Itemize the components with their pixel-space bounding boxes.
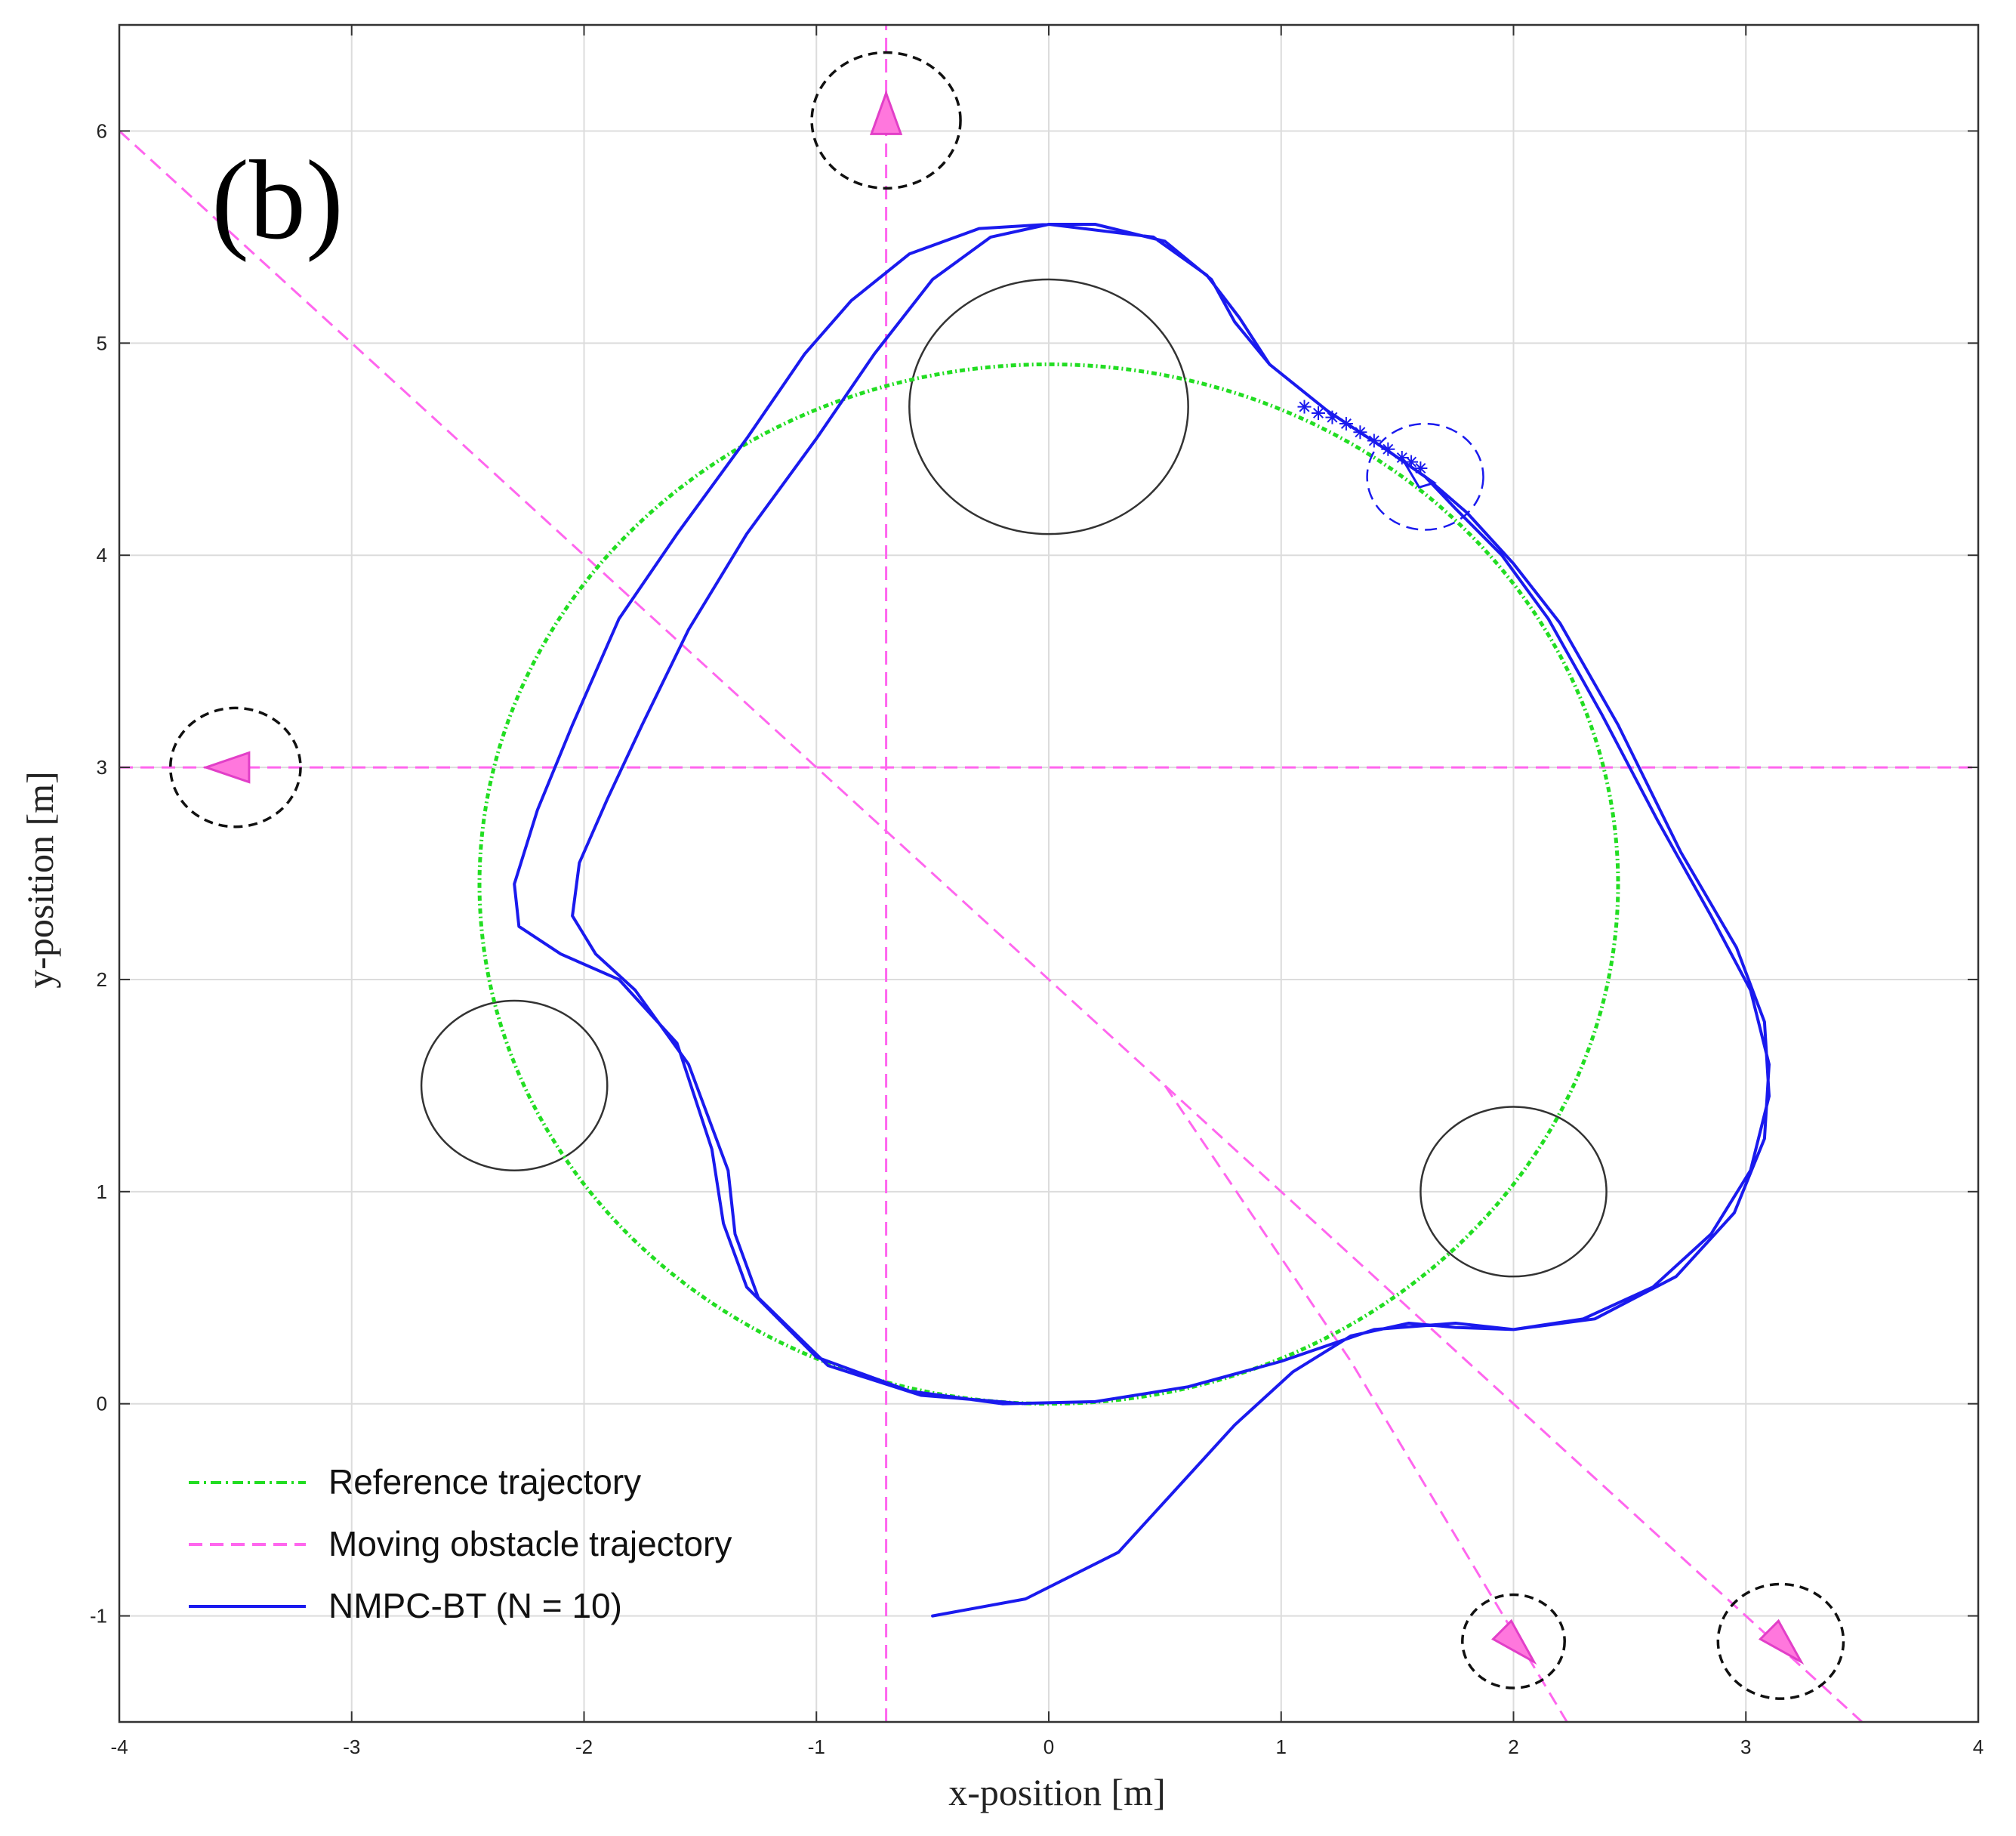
star-stroke	[1368, 435, 1379, 446]
y-tick-label: 4	[97, 544, 107, 566]
moving-obstacle-line	[1164, 1085, 1568, 1723]
x-axis-label: x-position [m]	[948, 1771, 1165, 1813]
star-stroke	[1312, 407, 1324, 419]
prediction-star	[1339, 417, 1353, 431]
star-stroke	[1355, 427, 1366, 438]
prediction-star	[1311, 406, 1325, 421]
y-tick-label: 1	[97, 1180, 107, 1203]
moving-obstacle-circle	[1461, 1593, 1566, 1689]
star-stroke	[1340, 418, 1352, 430]
nmpc-bt-trajectory	[513, 223, 1771, 1618]
y-tick-label: 2	[97, 968, 107, 991]
legend: Reference trajectory Moving obstacle tra…	[189, 1462, 732, 1625]
moving-obstacle-line	[118, 130, 1863, 1723]
prediction-star	[1367, 434, 1381, 448]
star-stroke	[1383, 443, 1394, 455]
moving-obstacle-circle	[1716, 1582, 1845, 1700]
moving-obstacle-circle	[810, 51, 962, 190]
star-stroke	[1327, 412, 1338, 423]
y-axis-label: y-position [m]	[19, 771, 61, 988]
static-obstacle	[1420, 1106, 1608, 1278]
x-tick-label: -2	[575, 1736, 593, 1758]
moving-obstacle-marker	[1491, 1618, 1537, 1665]
robot-safety-circle	[1366, 422, 1484, 531]
static-obstacles	[420, 278, 1608, 1278]
moving-obstacle-marker	[1758, 1618, 1805, 1665]
prediction-star	[1381, 442, 1395, 456]
moving-obstacle	[810, 51, 962, 190]
axes	[118, 23, 1980, 1723]
nmpc-path	[513, 223, 1771, 1618]
x-tick-label: -1	[808, 1736, 825, 1758]
x-tick-label: 4	[1973, 1736, 1984, 1758]
moving-obstacle-marker	[202, 751, 251, 784]
static-obstacle	[420, 999, 609, 1171]
y-tick-label: 6	[97, 119, 107, 142]
star-stroke	[1396, 452, 1407, 463]
y-tick-label: 0	[97, 1393, 107, 1415]
x-tick-label: 3	[1740, 1736, 1751, 1758]
moving-obstacle-marker	[869, 89, 903, 135]
moving-obstacles	[168, 51, 1845, 1700]
y-tick-label: 5	[97, 332, 107, 354]
tick-labels: -4 -3 -2 -1 0 1 2 3 4 -1 0 1 2 3 4 5 6	[90, 119, 1984, 1758]
moving-obstacle	[1461, 1593, 1566, 1689]
y-tick-label: -1	[90, 1605, 107, 1628]
legend-label-nmpc: NMPC-BT (N = 10)	[328, 1586, 622, 1625]
moving-obstacle	[168, 706, 302, 829]
legend-label-reference: Reference trajectory	[328, 1462, 641, 1501]
plot-frame	[118, 23, 1980, 1723]
panel-label: (b)	[211, 137, 344, 263]
y-tick-label: 3	[97, 756, 107, 779]
star-stroke	[1299, 401, 1310, 412]
static-obstacle	[908, 278, 1189, 535]
x-tick-label: -3	[343, 1736, 360, 1758]
prediction-star	[1353, 425, 1367, 440]
robot-marker	[1403, 461, 1437, 489]
legend-label-moving-obstacle: Moving obstacle trajectory	[328, 1524, 732, 1563]
moving-obstacle-trajectories	[118, 25, 1978, 1723]
x-tick-label: 1	[1276, 1736, 1287, 1758]
prediction-star	[1325, 410, 1339, 424]
x-tick-label: -4	[110, 1736, 128, 1758]
moving-obstacle	[1716, 1582, 1845, 1700]
prediction-star	[1297, 400, 1312, 414]
moving-obstacle-circle	[168, 706, 302, 829]
x-tick-label: 0	[1043, 1736, 1054, 1758]
x-tick-label: 2	[1508, 1736, 1518, 1758]
